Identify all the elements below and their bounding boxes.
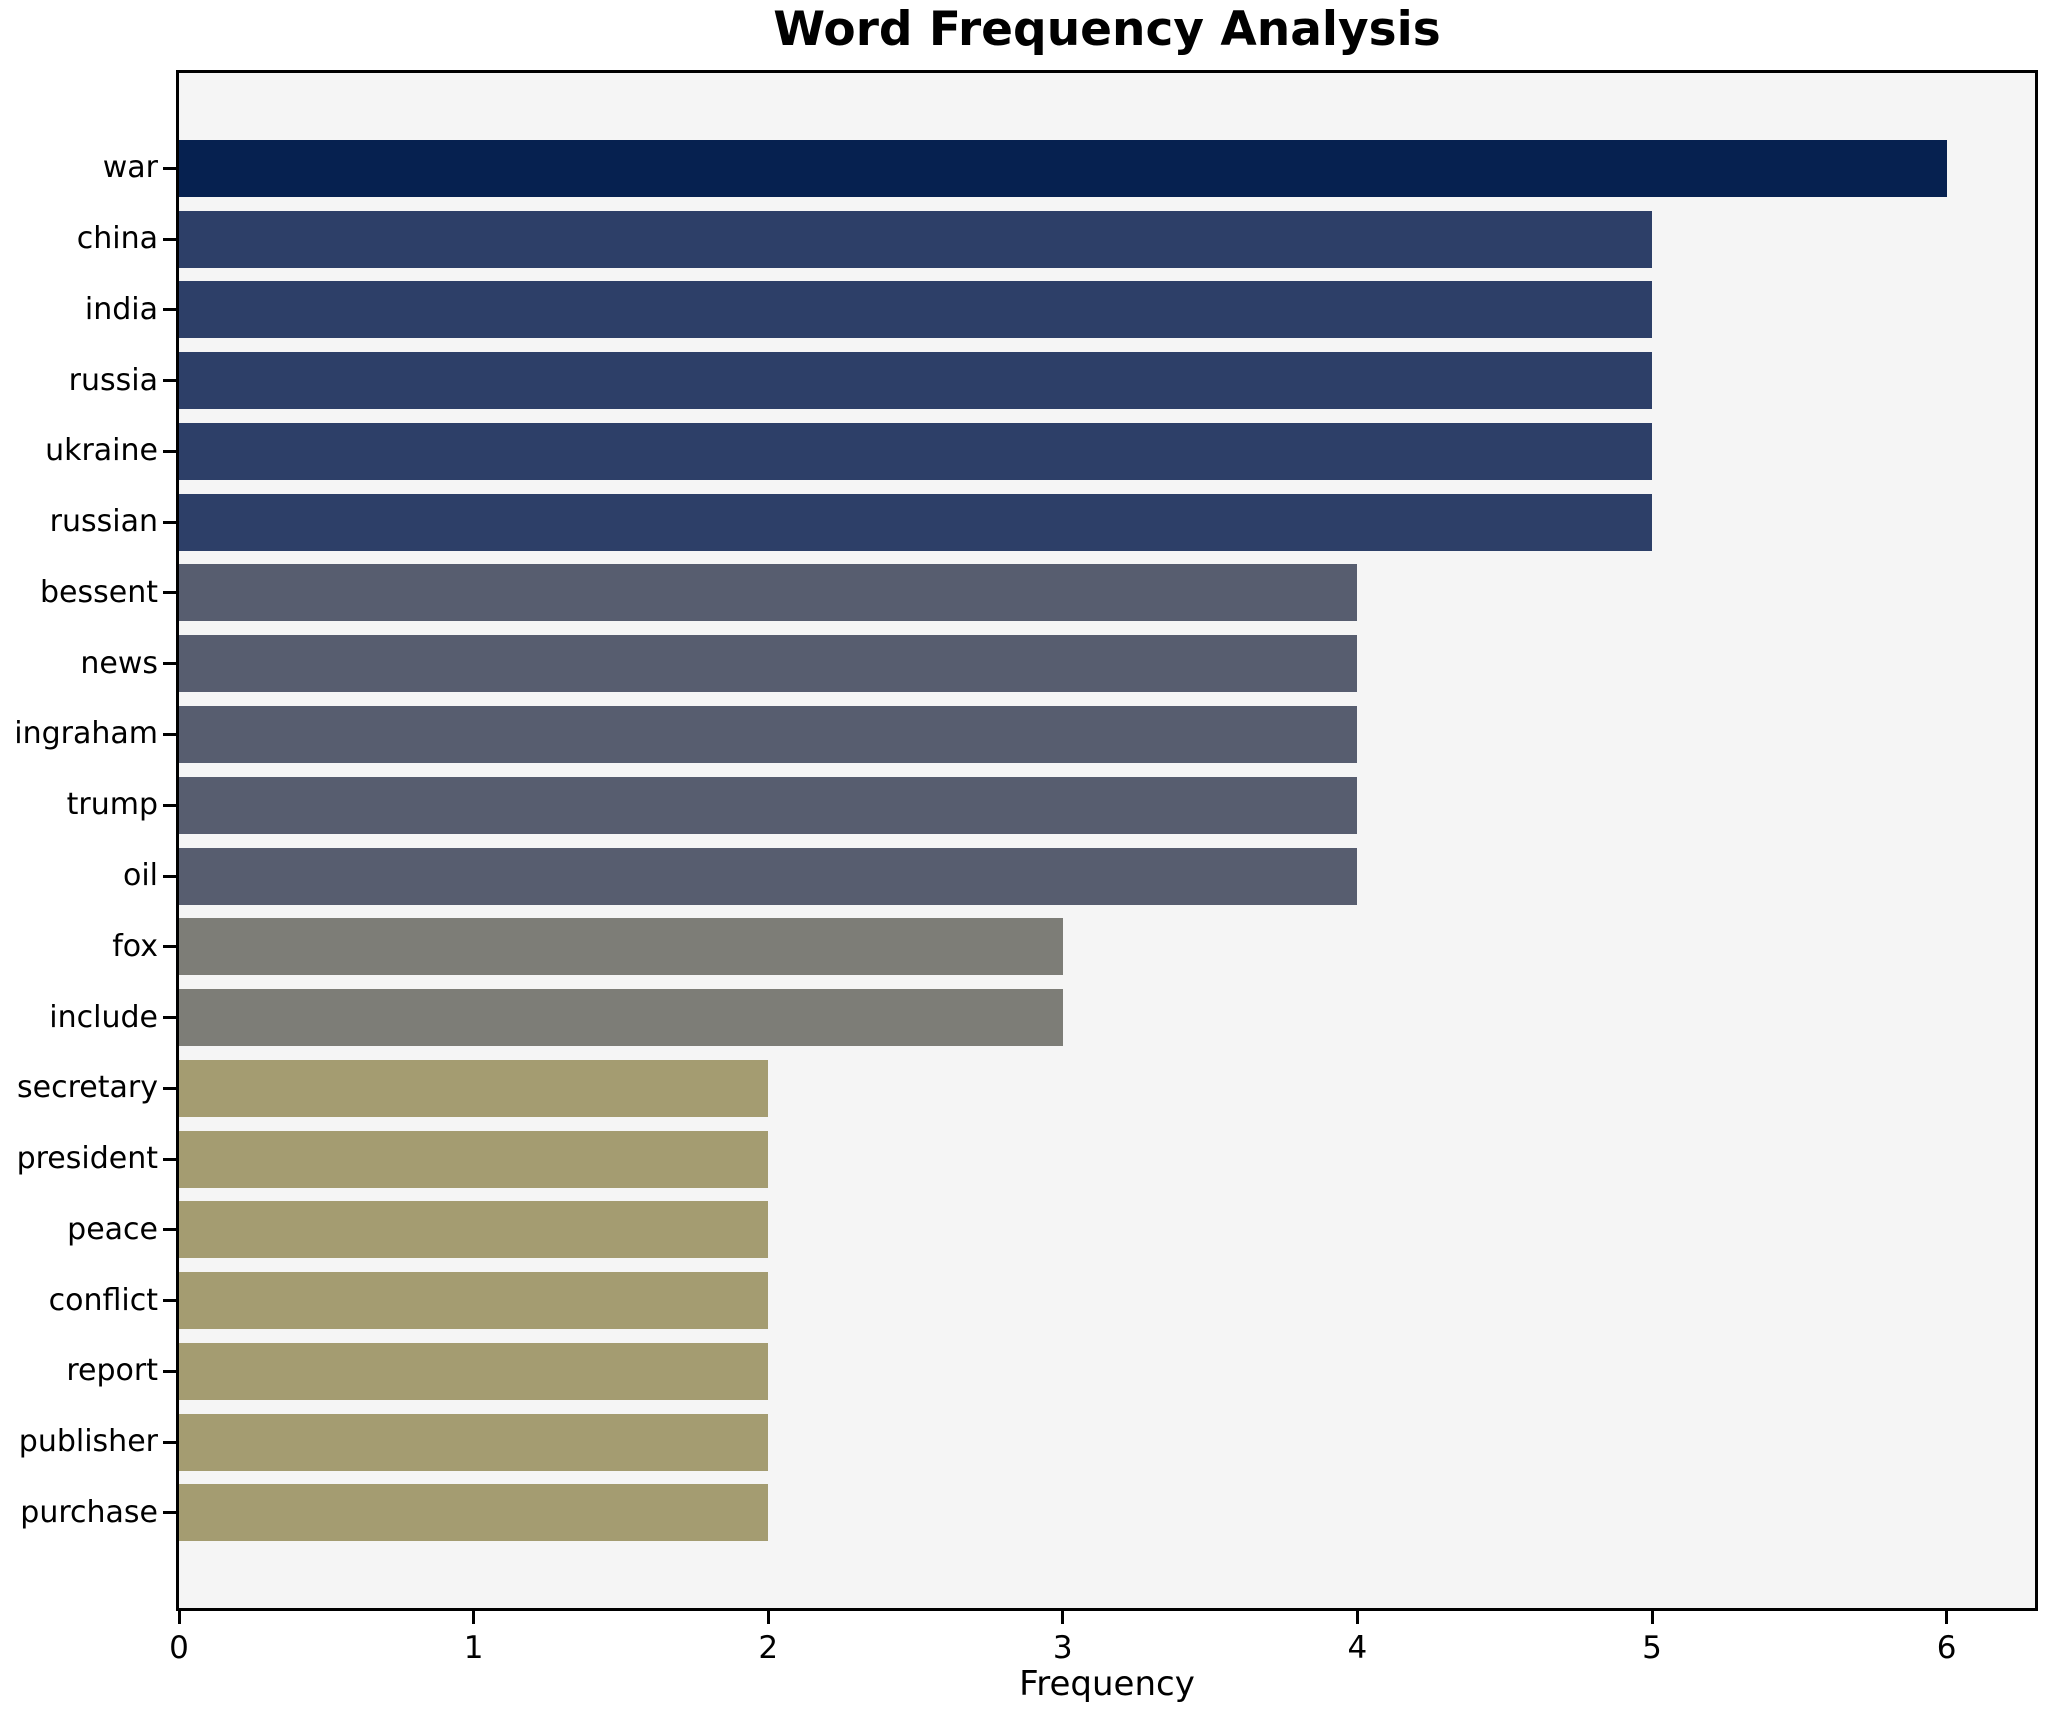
x-tick-mark (766, 1611, 770, 1624)
x-tick-label-5: 5 (1642, 1630, 1662, 1666)
x-axis-label: Frequency (1019, 1664, 1195, 1704)
y-tick-mark (163, 803, 176, 807)
bar-conflict (179, 1272, 769, 1330)
bar-publisher (179, 1413, 769, 1471)
x-tick-label-0: 0 (169, 1630, 189, 1666)
y-tick-mark (163, 1016, 176, 1020)
bar-trump (179, 776, 1358, 834)
bar-purchase (179, 1484, 769, 1542)
chart-title: Word Frequency Analysis (773, 2, 1441, 57)
x-tick-mark (1650, 1611, 1654, 1624)
y-tick-mark (163, 945, 176, 949)
y-tick-label-war: war (102, 150, 158, 186)
bar-peace (179, 1201, 769, 1259)
y-tick-label-india: india (84, 291, 158, 327)
y-tick-mark (163, 1369, 176, 1373)
bar-war (179, 139, 1947, 197)
x-tick-label-2: 2 (758, 1630, 779, 1666)
y-tick-mark (163, 1228, 176, 1232)
x-tick-mark (177, 1611, 181, 1624)
bar-bessent (179, 564, 1358, 622)
y-tick-mark (163, 1086, 176, 1090)
plot-area (176, 70, 2038, 1611)
y-tick-label-russian: russian (49, 504, 158, 540)
y-tick-mark (163, 449, 176, 453)
bar-oil (179, 847, 1358, 905)
bar-india (179, 281, 1653, 339)
y-tick-mark (163, 874, 176, 878)
bar-china (179, 210, 1653, 268)
bar-ingraham (179, 705, 1358, 763)
bars-container (179, 73, 2035, 1608)
y-tick-label-include: include (49, 999, 158, 1035)
bar-russian (179, 493, 1653, 551)
y-tick-label-news: news (80, 645, 158, 681)
bar-include (179, 989, 1063, 1047)
y-tick-mark (163, 1157, 176, 1161)
y-tick-mark (163, 732, 176, 736)
y-tick-label-peace: peace (67, 1211, 158, 1247)
y-tick-mark (163, 520, 176, 524)
y-tick-mark (163, 1511, 176, 1515)
y-tick-label-china: china (76, 221, 158, 257)
y-tick-label-trump: trump (66, 787, 158, 823)
y-tick-label-president: president (16, 1141, 158, 1177)
y-tick-label-bessent: bessent (40, 574, 158, 610)
y-tick-mark (163, 1299, 176, 1303)
y-tick-label-secretary: secretary (17, 1070, 158, 1106)
y-tick-label-report: report (66, 1353, 158, 1389)
y-tick-mark (163, 662, 176, 666)
bar-ukraine (179, 422, 1653, 480)
bar-report (179, 1342, 769, 1400)
x-tick-label-4: 4 (1347, 1630, 1368, 1666)
y-tick-label-ingraham: ingraham (14, 716, 158, 752)
y-tick-label-ukraine: ukraine (45, 433, 158, 469)
y-tick-mark (163, 237, 176, 241)
bar-russia (179, 352, 1653, 410)
x-tick-label-6: 6 (1936, 1630, 1957, 1666)
y-tick-label-fox: fox (112, 928, 158, 964)
bar-secretary (179, 1059, 769, 1117)
x-tick-mark (1355, 1611, 1359, 1624)
y-tick-label-purchase: purchase (20, 1494, 158, 1530)
x-tick-label-1: 1 (463, 1630, 484, 1666)
x-tick-mark (1945, 1611, 1949, 1624)
x-tick-mark (472, 1611, 476, 1624)
y-tick-mark (163, 1440, 176, 1444)
y-tick-mark (163, 308, 176, 312)
bar-president (179, 1130, 769, 1188)
bar-news (179, 635, 1358, 693)
y-tick-label-oil: oil (122, 858, 158, 893)
x-tick-mark (1061, 1611, 1065, 1624)
y-tick-label-russia: russia (68, 362, 158, 398)
y-tick-label-conflict: conflict (48, 1282, 158, 1318)
y-tick-mark (163, 166, 176, 170)
x-tick-label-3: 3 (1052, 1630, 1073, 1666)
y-tick-label-publisher: publisher (18, 1424, 158, 1460)
y-tick-mark (163, 379, 176, 383)
y-tick-mark (163, 591, 176, 595)
bar-fox (179, 918, 1063, 976)
